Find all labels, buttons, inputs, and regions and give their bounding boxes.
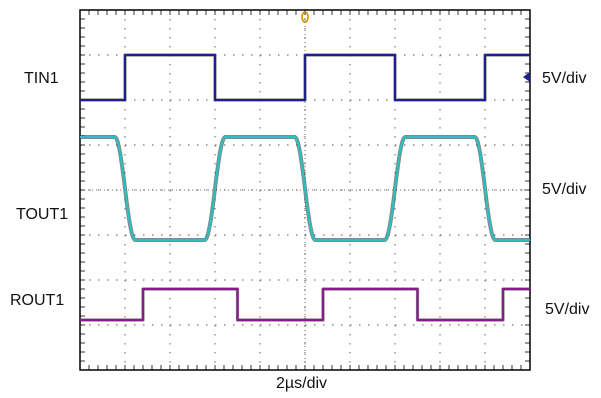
channel-label-tin1: TIN1 (24, 70, 59, 87)
channel-scale-tout1: 5V/div (542, 181, 586, 198)
timebase-label: 2µs/div (276, 375, 327, 392)
channel-offset-arrow-icon (523, 72, 530, 82)
channel-scale-rout1: 5V/div (545, 301, 589, 318)
trace-tout1 (80, 135, 530, 242)
waveform-traces (80, 53, 530, 322)
channel-label-tout1: TOUT1 (16, 206, 68, 223)
channel-label-rout1: ROUT1 (10, 292, 64, 309)
trigger-markers (301, 11, 530, 82)
trace-rout1 (80, 288, 530, 321)
trace-tin1 (80, 54, 530, 101)
channel-scale-tin1: 5V/div (542, 70, 586, 87)
trigger-position-icon (301, 11, 309, 23)
